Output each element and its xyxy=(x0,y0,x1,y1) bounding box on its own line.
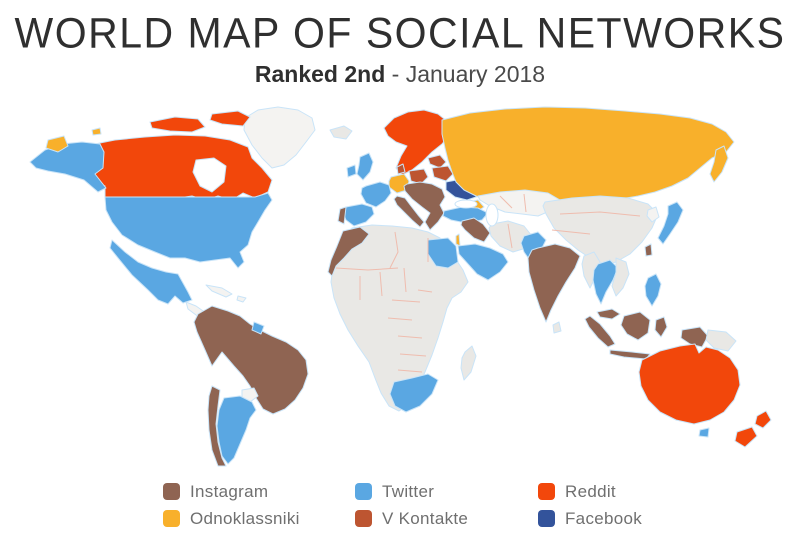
black-sea xyxy=(454,199,478,209)
region-denmark xyxy=(396,163,406,175)
region-vietnam xyxy=(611,257,630,297)
region-france xyxy=(360,181,392,208)
region-madagascar xyxy=(460,345,477,381)
vkontakte-swatch-icon xyxy=(355,510,372,527)
region-philippines xyxy=(644,273,662,307)
region-ireland xyxy=(346,164,357,178)
region-australia xyxy=(638,343,741,425)
region-india xyxy=(527,243,581,323)
region-mexico xyxy=(109,239,193,305)
region-italy xyxy=(393,195,425,228)
region-baltics xyxy=(427,154,447,169)
region-new-zealand-north xyxy=(754,410,772,429)
region-taiwan xyxy=(644,243,653,257)
caspian-sea xyxy=(485,203,499,227)
region-balkans xyxy=(403,181,446,231)
odnoklassniki-swatch-icon xyxy=(163,510,180,527)
legend-label: Twitter xyxy=(382,481,435,501)
reddit-swatch-icon xyxy=(538,483,555,500)
region-kamchatka xyxy=(709,145,729,183)
region-papua-west xyxy=(680,326,709,348)
legend-label: Facebook xyxy=(565,508,643,528)
region-south-america xyxy=(193,305,309,415)
region-spain xyxy=(342,203,375,227)
region-new-zealand-south xyxy=(734,426,758,448)
region-arctic-islands xyxy=(209,110,251,127)
region-java xyxy=(609,349,651,360)
region-saudi-arabia xyxy=(457,243,509,281)
region-egypt xyxy=(427,237,459,269)
region-argentina xyxy=(216,395,257,465)
region-tasmania xyxy=(698,427,710,438)
subtitle-date: - January 2018 xyxy=(391,61,546,87)
page-subtitle: Ranked 2nd - January 2018 xyxy=(0,61,800,88)
region-sumatra xyxy=(584,315,616,348)
instagram-swatch-icon xyxy=(163,483,180,500)
region-poland xyxy=(408,168,429,185)
legend-label: V Kontakte xyxy=(382,508,469,528)
legend-label: Odnoklassniki xyxy=(190,508,300,528)
legend: Instagram Odnoklassniki Twitter V Kontak… xyxy=(163,478,738,532)
facebook-swatch-icon xyxy=(538,510,555,527)
region-scandinavia xyxy=(383,109,451,176)
region-greenland xyxy=(243,106,316,169)
region-iceland xyxy=(329,125,353,140)
region-malaysia xyxy=(596,308,621,320)
region-chukotka xyxy=(45,135,69,153)
header: WORLD MAP OF SOCIAL NETWORKS Ranked 2nd … xyxy=(0,9,800,88)
region-russia xyxy=(441,106,735,211)
hudson-bay xyxy=(192,157,227,193)
region-belarus xyxy=(431,165,454,182)
region-guyana xyxy=(251,321,265,335)
region-central-asia xyxy=(477,189,561,217)
legend-item-facebook: Facebook xyxy=(538,509,738,529)
page-title: WORLD MAP OF SOCIAL NETWORKS xyxy=(14,9,786,57)
legend-label: Reddit xyxy=(565,481,616,501)
region-portugal xyxy=(337,206,347,225)
region-hispaniola xyxy=(236,295,247,303)
legend-item-odnoklassniki: Odnoklassniki xyxy=(163,509,355,529)
region-morocco xyxy=(327,226,370,277)
region-uk xyxy=(356,152,374,181)
legend-item-reddit: Reddit xyxy=(538,482,738,502)
region-sri-lanka xyxy=(552,321,562,334)
legend-item-instagram: Instagram xyxy=(163,482,355,502)
region-israel xyxy=(455,233,461,247)
region-iraq xyxy=(460,217,491,243)
region-japan xyxy=(657,201,684,245)
legend-item-twitter: Twitter xyxy=(355,482,538,502)
region-sulawesi xyxy=(654,316,668,338)
region-south-africa xyxy=(389,373,439,413)
region-usa xyxy=(104,192,273,269)
region-thailand xyxy=(592,259,619,305)
subtitle-rank: Ranked 2nd xyxy=(254,61,386,87)
region-borneo xyxy=(620,311,651,341)
legend-label: Instagram xyxy=(190,481,269,501)
country-borders xyxy=(335,193,641,373)
twitter-swatch-icon xyxy=(355,483,372,500)
region-png xyxy=(705,329,737,352)
region-wrangel-island xyxy=(91,127,102,136)
legend-item-vkontakte: V Kontakte xyxy=(355,509,538,529)
region-chile xyxy=(207,385,227,467)
region-cuba xyxy=(205,284,233,298)
region-korea xyxy=(646,206,660,223)
landmasses xyxy=(29,106,772,467)
region-arctic-islands xyxy=(149,116,206,133)
region-alaska xyxy=(29,141,107,193)
